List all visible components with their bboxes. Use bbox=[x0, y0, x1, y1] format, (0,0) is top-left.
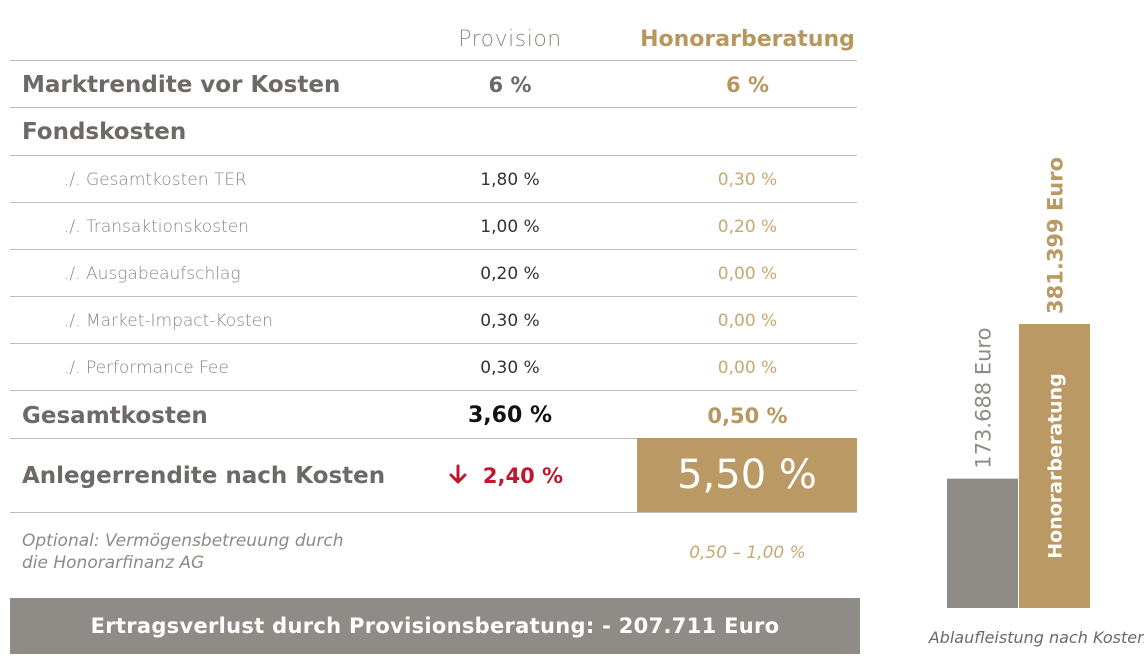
total-costs-provision: 3,60 % bbox=[468, 403, 552, 428]
divider bbox=[10, 296, 857, 297]
optional-label-line2: die Honorarfinanz AG bbox=[22, 553, 205, 573]
market-return-label: Marktrendite vor Kosten bbox=[22, 72, 341, 98]
divider bbox=[10, 60, 857, 61]
market-return-provision: 6 % bbox=[488, 73, 532, 97]
cost-item-honorar: 0,00 % bbox=[717, 264, 778, 284]
bar-provision bbox=[947, 478, 1018, 608]
bar-value-label: 173.688 Euro bbox=[972, 328, 996, 469]
investor-return-label: Anlegerrendite nach Kosten bbox=[22, 463, 386, 489]
column-header-provision: Provision bbox=[458, 27, 562, 52]
optional-honorar: 0,50 – 1,00 % bbox=[689, 543, 806, 563]
divider bbox=[10, 343, 857, 344]
bar-value-label: 381.399 Euro bbox=[1044, 157, 1068, 314]
column-header-honorar: Honorarberatung bbox=[640, 27, 855, 52]
divider bbox=[10, 512, 857, 513]
ablaufleistung-bar-chart: 173.688 Euro 381.399 Euro Honorarberatung A… bbox=[928, 157, 1144, 647]
optional-label: Optional: Vermögensbetreuung durch die H… bbox=[22, 530, 344, 574]
optional-label-line1: Optional: Vermögensbetreuung durch bbox=[22, 531, 344, 551]
cost-item-label: ./. Gesamtkosten TER bbox=[64, 170, 247, 190]
cost-item-honorar: 0,00 % bbox=[717, 311, 778, 331]
cost-item-provision: 1,00 % bbox=[480, 217, 540, 237]
market-return-honorar: 6 % bbox=[726, 73, 769, 97]
cost-item-label: ./. Market-Impact-Kosten bbox=[64, 311, 273, 331]
divider bbox=[10, 202, 857, 203]
total-costs-label: Gesamtkosten bbox=[22, 403, 208, 429]
chart-xlabel: Ablaufleistung nach Kosten bbox=[928, 628, 1144, 647]
cost-item-label: ./. Ausgabeaufschlag bbox=[64, 264, 241, 284]
divider bbox=[10, 107, 857, 108]
investor-return-provision: 2,40 % bbox=[482, 464, 564, 488]
cost-item-label: ./. Transaktionskosten bbox=[64, 217, 249, 237]
cost-item-honorar: 0,20 % bbox=[717, 217, 778, 237]
fund-costs-label: Fondskosten bbox=[22, 119, 187, 145]
cost-item-honorar: 0,30 % bbox=[717, 170, 778, 190]
divider bbox=[10, 155, 857, 156]
cost-item-honorar: 0,00 % bbox=[717, 358, 778, 378]
footer-banner: Ertragsverlust durch Provisionsberatung:… bbox=[10, 598, 860, 654]
cost-item-provision: 0,30 % bbox=[480, 311, 540, 331]
total-costs-honorar: 0,50 % bbox=[707, 404, 788, 428]
cost-item-label: ./. Performance Fee bbox=[64, 358, 229, 378]
arrow-down-icon bbox=[449, 464, 467, 484]
divider bbox=[10, 249, 857, 250]
cost-item-provision: 0,30 % bbox=[480, 358, 540, 378]
investor-return-provision-cell: 2,40 % bbox=[420, 461, 590, 493]
cost-item-provision: 1,80 % bbox=[480, 170, 540, 190]
cost-item-provision: 0,20 % bbox=[480, 264, 540, 284]
divider bbox=[10, 390, 857, 391]
bar-honorar bbox=[1019, 324, 1090, 608]
divider bbox=[10, 438, 637, 439]
investor-return-honorar: 5,50 % bbox=[637, 438, 857, 513]
bar-inside-label: Honorarberatung bbox=[1045, 373, 1067, 559]
